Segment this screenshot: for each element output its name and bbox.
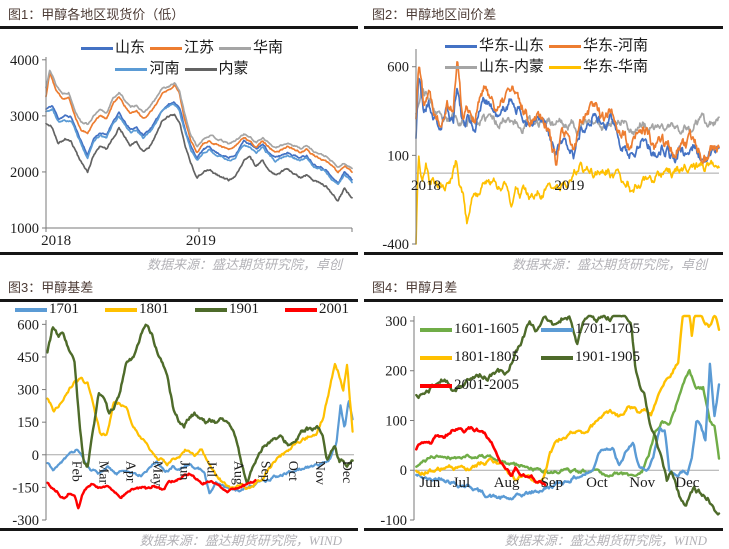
x-axis-label: Aug	[494, 475, 520, 491]
data-source-note: 数据来源：盛达期货研究院，卓创	[511, 257, 707, 272]
plot-area: -100 0 100 200 300 Jun Jul Aug Sep Oct Nov Dec	[380, 314, 721, 528]
figure-panel-1: 图1：甲醇各地区现货价（低） 1000 2000 3000 4000 2018 2019 山…	[0, 0, 364, 273]
y-axis-label: 200	[385, 364, 407, 380]
chart-regional-price-spread: -400 100 600 2018 2019 华东-山东 华东-河南 山东-内蒙 华东-华南	[364, 29, 729, 252]
series-line-1801-1805	[415, 314, 721, 485]
divider-rule	[364, 528, 723, 531]
series-line-江苏	[45, 72, 353, 174]
series-line-山东-内蒙	[415, 86, 720, 137]
plot-area: 1000 2000 3000 4000 2018 2019	[10, 53, 353, 249]
x-axis-label: Dec	[339, 461, 354, 484]
x-axis-label: 2018	[41, 233, 71, 249]
divider-rule	[0, 26, 358, 29]
series-line-2001	[46, 472, 257, 510]
chart-methanol-basis: -300 -150 0 150 300 450 600 Feb Mar Apr May Jun Jul A…	[0, 301, 364, 528]
series-line-1701-1705	[415, 362, 721, 501]
data-source-note: 数据来源：盛达期货研究院，卓创	[146, 257, 342, 272]
series-line-山东	[45, 101, 353, 185]
y-axis-label: 100	[385, 413, 407, 429]
divider-rule	[0, 299, 358, 302]
figure-panel-4: 图4：甲醇月差 -100 0 100 200 300 Jun Jul Aug Sep Oct Nov…	[364, 273, 729, 549]
figure-panel-2: 图2：甲醇地区间价差 -400 100 600 2018 2019 华东-山东 华东-河南山…	[364, 0, 729, 273]
x-axis-label: Sep	[258, 461, 273, 482]
y-axis-label: -150	[12, 480, 39, 496]
series-line-1901	[46, 323, 354, 484]
y-axis-label: -100	[380, 513, 407, 528]
divider-rule	[364, 299, 723, 302]
data-source-note: 数据来源：盛达期货研究院，WIND	[139, 533, 342, 548]
x-axis-label: 2019	[554, 178, 584, 194]
plot-area: -300 -150 0 150 300 450 600 Feb Mar Apr May Jun Jul A…	[12, 317, 354, 528]
x-axis-label: Jun	[419, 475, 440, 491]
figure-title: 图1：甲醇各地区现货价（低）	[8, 7, 185, 22]
x-axis-label: Oct	[285, 461, 300, 481]
x-axis-label: Jun	[177, 461, 192, 480]
y-axis-label: 2000	[10, 165, 39, 181]
x-axis-label: Dec	[675, 475, 699, 491]
y-axis-label: -300	[12, 513, 39, 528]
chart-regional-spot-price: 1000 2000 3000 4000 2018 2019 山东 江苏 华南 河南 内蒙	[0, 29, 364, 252]
y-axis-label: 600	[17, 317, 39, 333]
series-line-华南	[45, 69, 353, 170]
y-axis-label: 450	[17, 350, 39, 366]
divider-rule	[364, 252, 723, 255]
y-axis-label: 600	[387, 60, 409, 76]
series-line-内蒙	[45, 113, 353, 202]
series-line-1901-1905	[415, 314, 721, 516]
x-axis-label: 2019	[186, 233, 216, 249]
x-axis-label: Feb	[69, 461, 84, 482]
divider-rule	[0, 528, 358, 531]
y-axis-label: 300	[385, 314, 407, 330]
series-line-1701	[46, 399, 354, 495]
x-axis-label: Nov	[312, 461, 327, 485]
series-line-华东-河南	[415, 61, 720, 166]
series-line-1601-1605	[415, 368, 721, 478]
y-axis-label: 0	[400, 463, 407, 479]
y-axis-label: 3000	[10, 109, 39, 125]
series-line-1801	[46, 362, 354, 491]
x-axis-label: Jul	[453, 475, 471, 491]
figure-title: 图3：甲醇基差	[8, 280, 94, 295]
x-axis-label: 2018	[411, 178, 441, 194]
x-axis-label: Aug	[231, 461, 246, 485]
y-axis-label: 4000	[10, 53, 39, 69]
y-axis-label: 100	[387, 148, 409, 164]
x-axis-label: Oct	[586, 475, 608, 491]
divider-rule	[0, 252, 358, 255]
y-axis-label: 150	[17, 415, 39, 431]
x-axis-label: Jul	[204, 461, 219, 477]
data-source-note: 数据来源：盛达期货研究院，WIND	[504, 533, 707, 548]
y-axis-label: 1000	[10, 221, 39, 237]
y-axis-label: 0	[32, 448, 39, 464]
y-axis-label: 300	[17, 383, 39, 399]
figure-panel-3: 图3：甲醇基差 -300 -150 0 150 300 450 600 Feb Mar Apr Ma…	[0, 273, 364, 549]
series-line-2001-2005	[414, 425, 547, 487]
y-axis-label: -400	[382, 237, 409, 252]
x-axis-label: Apr	[123, 461, 138, 483]
series-line-华东-华南	[415, 155, 720, 245]
figure-title: 图4：甲醇月差	[372, 280, 458, 295]
series-line-华东-山东	[415, 77, 720, 164]
x-axis-label: Sep	[541, 475, 564, 491]
x-axis-label: Nov	[629, 475, 655, 491]
figure-title: 图2：甲醇地区间价差	[372, 7, 497, 22]
series-line-河南	[45, 103, 353, 186]
x-axis-label: May	[150, 461, 165, 487]
x-axis-label: Mar	[96, 461, 111, 485]
divider-rule	[364, 26, 723, 29]
plot-area: -400 100 600 2018 2019	[382, 49, 720, 252]
chart-methanol-month-spread: -100 0 100 200 300 Jun Jul Aug Sep Oct Nov Dec 1601-…	[364, 302, 729, 528]
